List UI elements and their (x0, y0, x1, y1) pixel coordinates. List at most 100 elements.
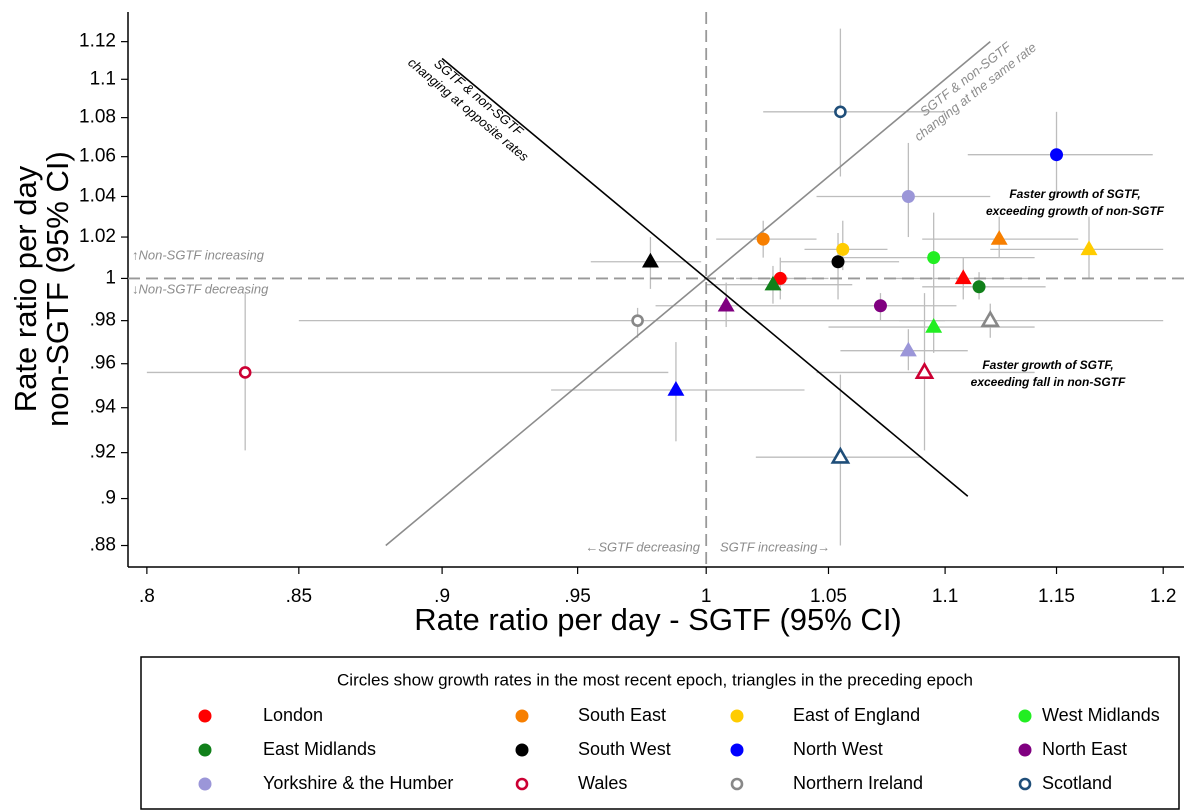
circle-marker (730, 743, 744, 757)
legend-label: Northern Ireland (793, 773, 923, 793)
annotation: ←SGTF decreasing (585, 539, 700, 554)
x-tick-label: .95 (564, 586, 590, 607)
y-tick-label: 1.04 (79, 185, 116, 206)
reference-diagonal (385, 41, 991, 547)
y-tick-label: .88 (90, 535, 116, 556)
circle-marker (515, 777, 529, 791)
annotation-text: ↓Non-SGTF decreasing (132, 281, 269, 296)
triangle-marker (764, 275, 782, 291)
y-tick-label: .9 (100, 488, 116, 509)
legend-item: South West (515, 739, 671, 759)
y-tick-label: 1 (105, 267, 116, 288)
triangle-marker (899, 341, 917, 357)
triangle-marker (830, 446, 851, 464)
annotation: SGTF increasing→ (720, 539, 830, 554)
legend-item: Scotland (1018, 773, 1112, 793)
circle-marker (901, 189, 915, 203)
circle-marker (756, 232, 770, 246)
y-tick-label: .98 (90, 310, 116, 331)
circle-marker (515, 709, 529, 723)
y-tick-label: 1.02 (79, 226, 116, 247)
legend-box (140, 656, 1180, 810)
circle-marker (927, 251, 941, 265)
legend-label: North West (793, 739, 883, 759)
annotation-text: Faster growth of SGTF, (982, 358, 1113, 372)
triangle-marker (667, 380, 685, 396)
circle-marker (730, 709, 744, 723)
annotation-text: SGTF increasing→ (720, 539, 830, 554)
legend-label: East Midlands (263, 739, 376, 759)
circle-marker (198, 709, 212, 723)
legend-label: North East (1042, 739, 1127, 759)
circle-marker (730, 777, 744, 791)
circle-marker (831, 255, 845, 269)
circle-marker (515, 743, 529, 757)
annotation: Faster growth of SGTF, exceeding fall in … (971, 358, 1126, 389)
triangle-marker (914, 361, 935, 379)
legend-item: Yorkshire & the Humber (198, 773, 453, 793)
annotation: Faster growth of SGTF, exceeding growth o… (986, 187, 1165, 218)
legend-item: North West (730, 739, 883, 759)
circle-marker (198, 743, 212, 757)
triangle-marker (990, 230, 1008, 245)
legend-label: West Midlands (1042, 705, 1160, 725)
y-tick-label: 1.12 (79, 31, 116, 52)
x-tick-label: .9 (434, 586, 450, 607)
y-tick-label: 1.1 (90, 68, 116, 89)
legend-item: East of England (730, 705, 920, 725)
circle-marker (972, 280, 986, 294)
x-tick-label: 1.05 (810, 586, 847, 607)
circle-marker (238, 366, 252, 379)
annotation: ↑Non-SGTF increasing (132, 247, 265, 262)
y-tick-label: .94 (90, 397, 117, 418)
x-tick-label: .8 (139, 586, 155, 607)
circle-marker (873, 299, 887, 313)
legend-label: Yorkshire & the Humber (263, 773, 453, 793)
annotation-text: ←SGTF decreasing (585, 539, 700, 554)
x-tick-label: 1 (701, 586, 712, 607)
y-axis-title: Rate ratio per day (8, 165, 43, 412)
triangle-marker (980, 310, 1001, 328)
x-tick-label: .85 (286, 586, 312, 607)
triangle-marker (925, 318, 943, 333)
triangle-marker (954, 269, 972, 285)
legend-item: Wales (515, 773, 627, 793)
legend-item: North East (1018, 739, 1127, 759)
legend-label: Wales (578, 773, 627, 793)
legend-item: South East (515, 705, 666, 725)
x-tick-label: 1.2 (1150, 586, 1176, 607)
y-tick-label: 1.06 (79, 146, 116, 167)
circle-marker (631, 314, 644, 327)
circle-marker (834, 105, 847, 119)
x-tick-label: 1.1 (932, 586, 958, 607)
y-tick-label: .92 (90, 442, 116, 463)
legend-label: Scotland (1042, 773, 1112, 793)
y-tick-label: .96 (90, 353, 116, 374)
circle-marker (198, 777, 212, 791)
circle-marker (1050, 148, 1064, 162)
legend-label: East of England (793, 705, 920, 725)
legend-label: South West (578, 739, 671, 759)
circle-marker (1018, 709, 1032, 723)
triangle-marker (641, 252, 659, 268)
legend-item: Northern Ireland (730, 773, 923, 793)
circle-marker (836, 242, 850, 256)
x-tick-label: 1.15 (1038, 586, 1075, 607)
legend-label: South East (578, 705, 666, 725)
circle-marker (1018, 743, 1032, 757)
triangle-marker (1080, 240, 1098, 256)
annotation-text: ↑Non-SGTF increasing (132, 247, 265, 262)
annotation-text: Faster growth of SGTF, (1009, 187, 1140, 201)
x-axis-title: Rate ratio per day - SGTF (95% CI) (414, 602, 902, 637)
annotation-text: exceeding growth of non-SGTF (986, 204, 1165, 218)
y-tick-label: 1.08 (79, 107, 116, 128)
annotation-text: exceeding fall in non-SGTF (971, 375, 1126, 389)
y-axis-title: non-SGTF (95% CI) (40, 151, 75, 427)
legend-label: London (263, 705, 323, 725)
circle-marker (1018, 777, 1032, 791)
legend-item: West Midlands (1018, 705, 1160, 725)
triangle-marker (717, 296, 735, 312)
legend-item: East Midlands (198, 739, 376, 759)
